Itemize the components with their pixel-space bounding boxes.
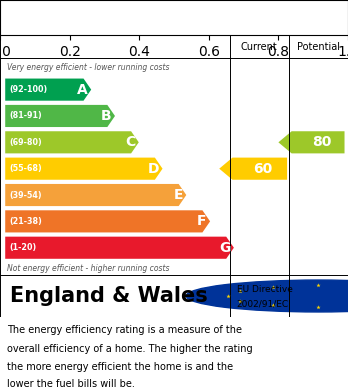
Text: England & Wales: England & Wales <box>10 286 208 306</box>
Polygon shape <box>278 131 345 153</box>
Text: (92-100): (92-100) <box>9 85 48 94</box>
Text: C: C <box>125 135 135 149</box>
Text: overall efficiency of a home. The higher the rating: overall efficiency of a home. The higher… <box>7 344 253 354</box>
Text: The energy efficiency rating is a measure of the: The energy efficiency rating is a measur… <box>7 325 242 335</box>
Text: 2002/91/EC: 2002/91/EC <box>237 300 289 309</box>
Polygon shape <box>5 184 186 206</box>
Polygon shape <box>5 210 210 232</box>
Text: D: D <box>148 161 159 176</box>
Text: (21-38): (21-38) <box>9 217 42 226</box>
Circle shape <box>186 280 348 312</box>
Text: G: G <box>219 241 230 255</box>
Text: E: E <box>173 188 183 202</box>
Text: the more energy efficient the home is and the: the more energy efficient the home is an… <box>7 362 233 371</box>
Text: F: F <box>197 214 207 228</box>
Text: 60: 60 <box>253 161 272 176</box>
Text: A: A <box>77 83 88 97</box>
Polygon shape <box>5 158 163 180</box>
Text: Energy Efficiency Rating: Energy Efficiency Rating <box>9 10 230 25</box>
Text: lower the fuel bills will be.: lower the fuel bills will be. <box>7 379 135 389</box>
Text: EU Directive: EU Directive <box>237 285 293 294</box>
Text: Not energy efficient - higher running costs: Not energy efficient - higher running co… <box>7 264 169 273</box>
Text: (81-91): (81-91) <box>9 111 42 120</box>
Text: Current: Current <box>241 41 278 52</box>
Polygon shape <box>5 79 91 101</box>
Text: B: B <box>101 109 111 123</box>
Polygon shape <box>5 105 115 127</box>
Text: Very energy efficient - lower running costs: Very energy efficient - lower running co… <box>7 63 169 72</box>
Text: (69-80): (69-80) <box>9 138 42 147</box>
Text: Potential: Potential <box>297 41 340 52</box>
Text: (55-68): (55-68) <box>9 164 42 173</box>
Text: (39-54): (39-54) <box>9 190 42 199</box>
Text: 80: 80 <box>313 135 332 149</box>
Polygon shape <box>219 158 287 180</box>
Polygon shape <box>5 237 234 259</box>
Polygon shape <box>5 131 139 153</box>
Text: (1-20): (1-20) <box>9 243 37 252</box>
